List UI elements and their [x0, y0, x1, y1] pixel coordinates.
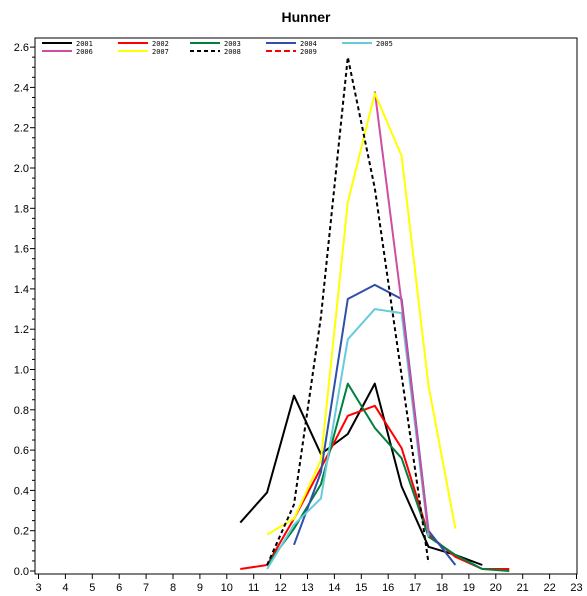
legend-label-2009: 2009 — [300, 48, 317, 56]
legend-label-2004: 2004 — [300, 40, 317, 48]
y-tick-label: 1.6 — [14, 244, 29, 256]
x-tick-label: 15 — [355, 582, 367, 594]
y-tick-label: 0.8 — [14, 405, 29, 417]
plot-area — [34, 37, 578, 575]
x-tick-label: 8 — [170, 582, 176, 594]
x-tick-label: 19 — [463, 582, 475, 594]
series-line-2005 — [266, 308, 430, 570]
legend-label-2002: 2002 — [152, 40, 169, 48]
x-tick-label: 10 — [221, 582, 233, 594]
x-tick-label: 4 — [62, 582, 68, 594]
series-line-2001 — [239, 382, 483, 566]
series-line-2002 — [240, 404, 510, 570]
x-tick-label: 6 — [116, 582, 122, 594]
x-tick-label: 9 — [197, 582, 203, 594]
y-tick-label: 2.4 — [14, 82, 29, 94]
legend: 2001 2002 2003 2004 2005 2006 2007 2008 2009 — [42, 40, 393, 56]
series-line-2007 — [266, 92, 457, 536]
x-tick-label: 18 — [436, 582, 448, 594]
series-line-2006 — [373, 91, 430, 533]
y-tick-label: 0.4 — [14, 485, 29, 497]
legend-label-2003: 2003 — [224, 40, 241, 48]
y-tick-label: 2.2 — [14, 123, 29, 135]
x-tick-label: 12 — [274, 582, 286, 594]
x-tick-label: 11 — [248, 582, 259, 594]
x-tick-label: 13 — [301, 582, 313, 594]
series-line-2003 — [266, 382, 510, 572]
y-tick-label: 0.6 — [14, 445, 29, 457]
x-tick-label: 23 — [570, 582, 582, 594]
y-tick-label: 1.0 — [14, 365, 29, 377]
x-tick-label: 20 — [490, 582, 502, 594]
axes: 3 4 5 6 7 8 9 10 11 12 13 14 15 16 17 18 19 20 21 22 23 0.0 0.… — [14, 42, 583, 594]
legend-label-2001: 2001 — [76, 40, 93, 48]
x-tick-label: 21 — [517, 582, 529, 594]
series-line-2004 — [293, 283, 457, 566]
series-line-2008 — [266, 56, 430, 566]
x-tick-label: 3 — [35, 582, 41, 594]
legend-label-2008: 2008 — [224, 48, 241, 56]
x-tick-label: 22 — [543, 582, 555, 594]
series-lines — [239, 56, 510, 572]
legend-label-2006: 2006 — [76, 48, 93, 56]
x-tick-label: 14 — [328, 582, 340, 594]
y-tick-label: 1.8 — [14, 203, 29, 215]
legend-label-2005: 2005 — [376, 40, 393, 48]
y-tick-label: 0.0 — [14, 566, 29, 578]
y-tick-label: 2.0 — [14, 163, 29, 175]
x-tick-label: 7 — [143, 582, 149, 594]
x-tick-label: 17 — [409, 582, 421, 594]
y-tick-label: 2.6 — [14, 42, 29, 54]
x-tick-label: 5 — [89, 582, 95, 594]
legend-label-2007: 2007 — [152, 48, 169, 56]
y-tick-label: 1.4 — [14, 284, 29, 296]
y-tick-label: 0.2 — [14, 526, 29, 538]
y-tick-label: 1.2 — [14, 324, 29, 336]
chart-title: Hunner — [282, 9, 332, 25]
x-tick-label: 16 — [382, 582, 394, 594]
